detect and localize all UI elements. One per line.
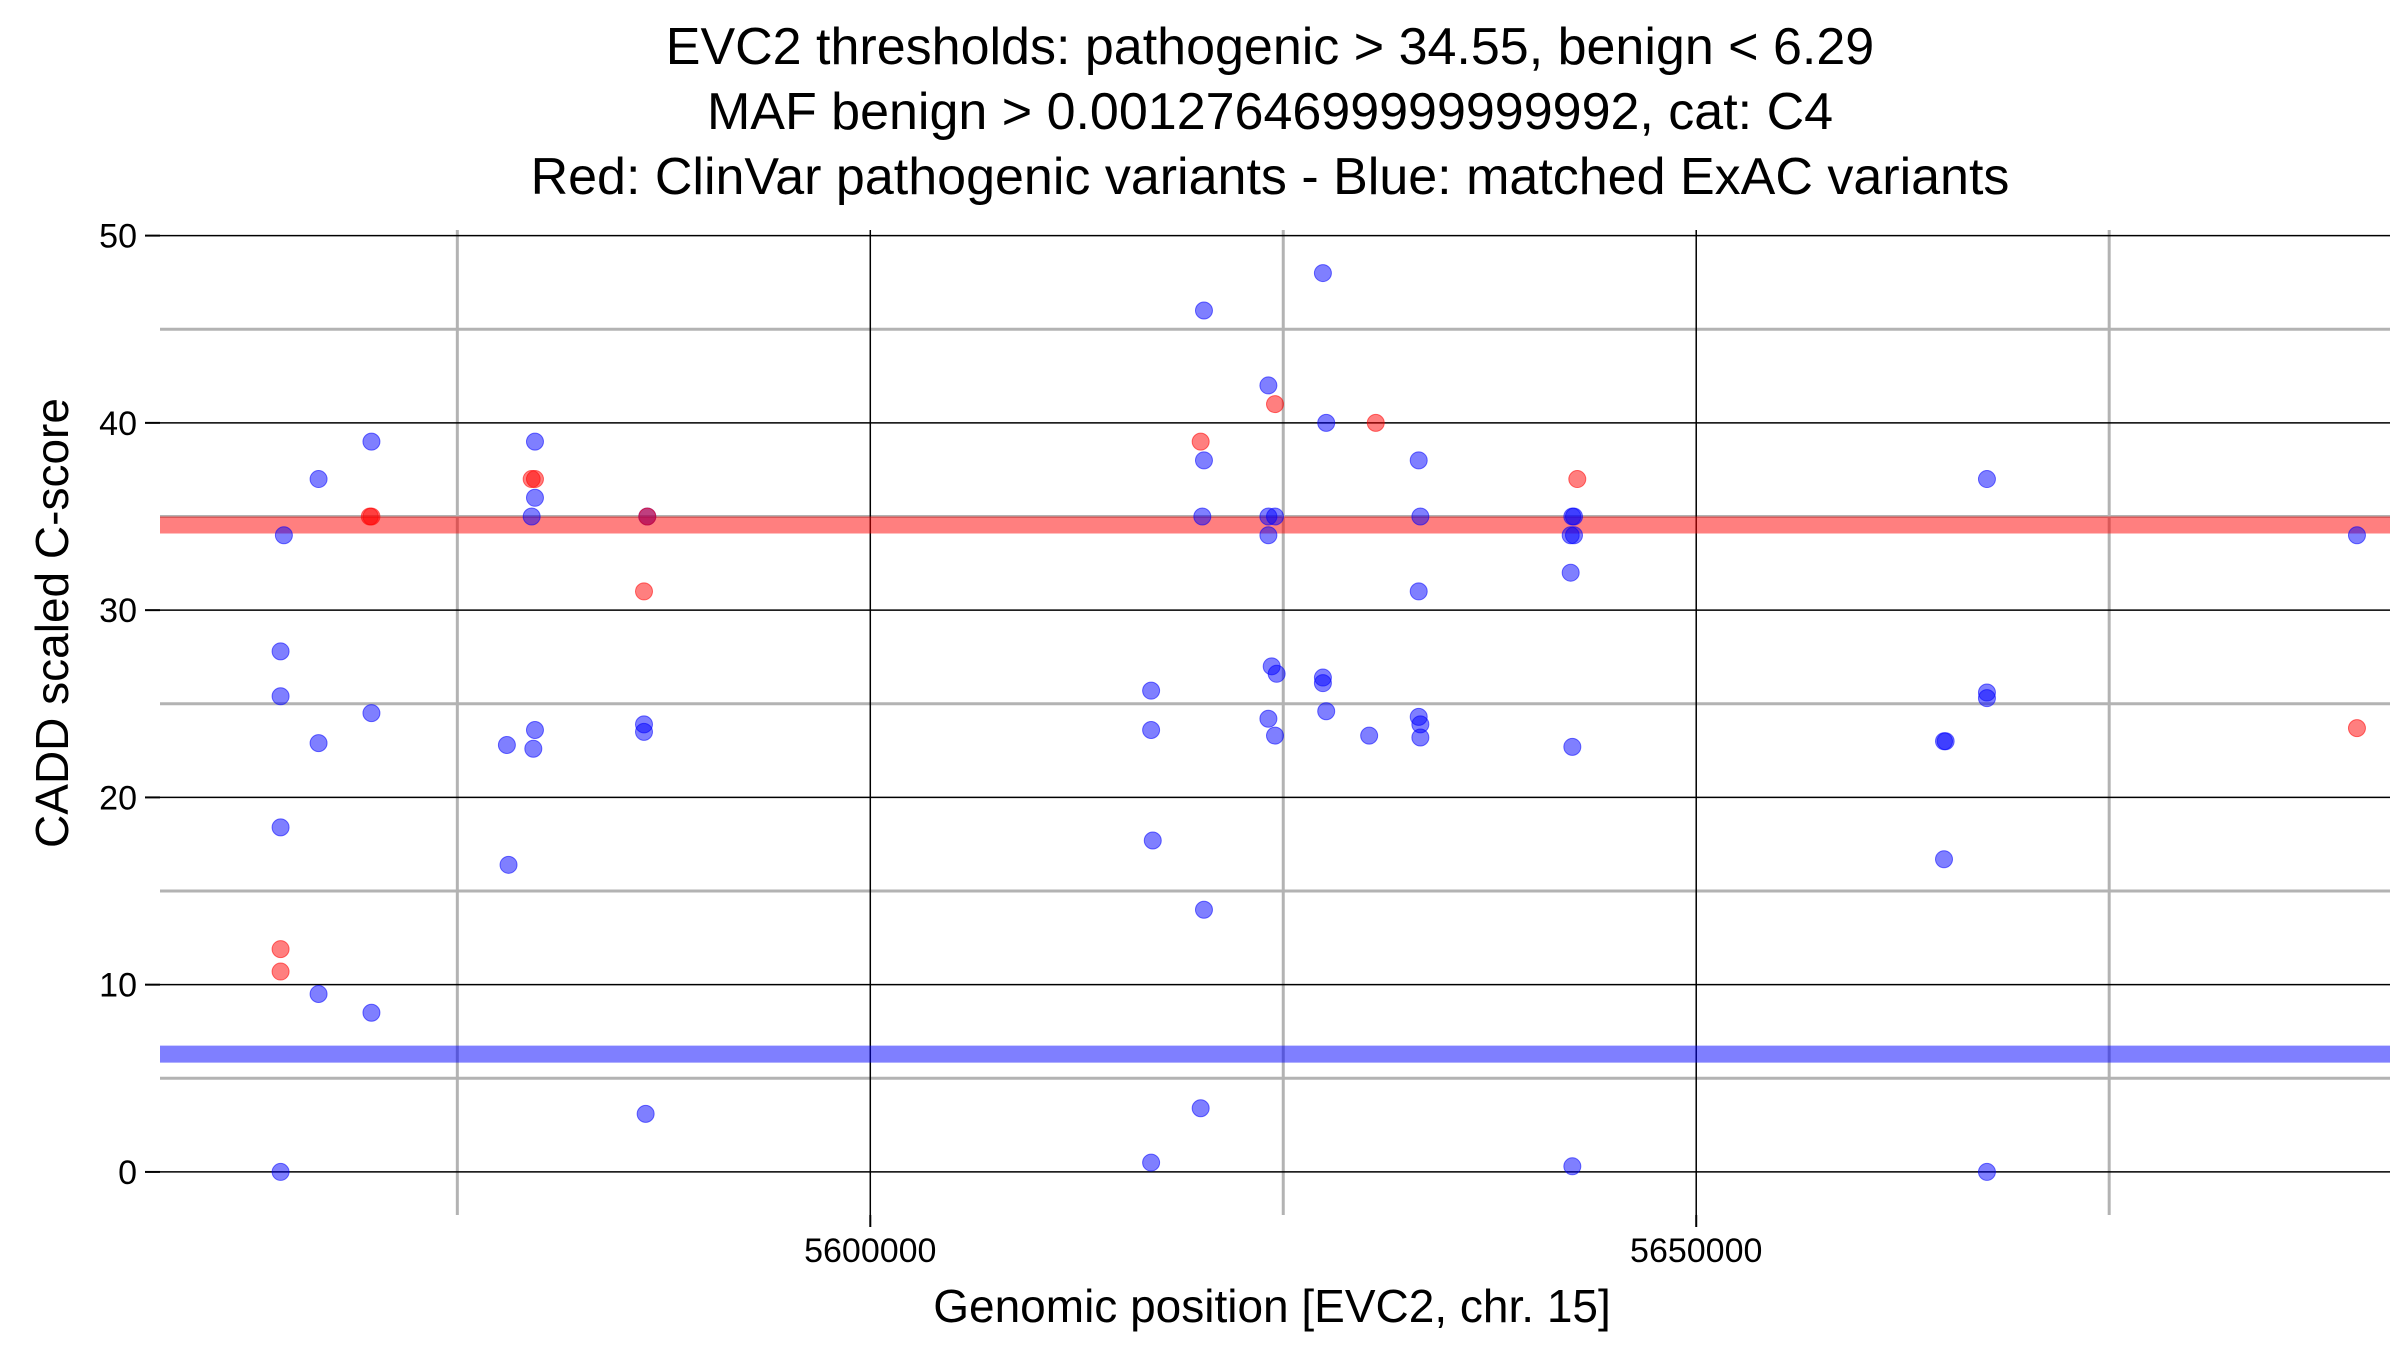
exac-variant-point <box>1564 526 1583 545</box>
threshold-lines <box>160 516 2390 1063</box>
exac-variant-point <box>1259 376 1278 395</box>
x-tick-label: 5650000 <box>1630 1232 1762 1270</box>
exac-variant-point <box>1194 301 1213 320</box>
exac-variant-point <box>1266 726 1284 745</box>
exac-variant-point <box>522 507 541 526</box>
y-tick-label: 0 <box>118 1154 137 1192</box>
exac-variant-point <box>634 722 653 741</box>
title-line-1: EVC2 thresholds: pathogenic > 34.55, ben… <box>666 18 1874 76</box>
exac-variant-point <box>1142 720 1161 739</box>
exac-variant-point <box>271 642 290 661</box>
exac-variant-point <box>1409 582 1428 601</box>
exac-variant-point <box>1411 507 1430 526</box>
exac-variant-point <box>1564 507 1583 526</box>
data-points <box>271 264 2366 1181</box>
y-tick-label: 30 <box>99 592 137 630</box>
exac-variant-point <box>1142 681 1161 700</box>
exac-variant-point <box>1259 709 1278 728</box>
clinvar-variant-point <box>271 940 290 959</box>
exac-variant-point <box>1563 737 1582 756</box>
exac-variant-point <box>497 735 516 754</box>
y-axis: 0 10 20 30 40 50 <box>99 218 160 1192</box>
exac-variant-point <box>1935 850 1953 869</box>
clinvar-variant-point <box>634 582 653 601</box>
clinvar-variant-point <box>525 470 544 489</box>
exac-variant-point <box>499 855 518 874</box>
clinvar-variant-point <box>1568 470 1587 489</box>
exac-variant-point <box>1143 831 1162 850</box>
grid <box>160 230 2390 1215</box>
clinvar-variant-point <box>1191 432 1210 451</box>
exac-variant-point <box>271 818 290 837</box>
exac-variant-point <box>1142 1153 1161 1172</box>
exac-variant-point <box>1313 264 1332 283</box>
clinvar-variant-point <box>360 507 379 526</box>
exac-variant-point <box>1561 563 1580 582</box>
x-axis-label: Genomic position [EVC2, chr. 15] <box>933 1280 1611 1332</box>
exac-variant-point <box>1267 664 1286 683</box>
y-tick-label: 50 <box>99 218 137 256</box>
exac-variant-point <box>309 985 328 1004</box>
exac-variant-point <box>271 1162 290 1181</box>
exac-variant-point <box>274 526 293 545</box>
clinvar-variant-point <box>638 507 657 526</box>
clinvar-variant-point <box>1266 395 1284 414</box>
x-tick-label: 5600000 <box>804 1232 936 1270</box>
exac-variant-point <box>362 432 381 451</box>
exac-variant-point <box>525 488 544 507</box>
y-tick-label: 10 <box>99 967 137 1005</box>
clinvar-variant-point <box>2347 719 2366 738</box>
y-tick-label: 20 <box>99 779 137 817</box>
exac-variant-point <box>525 432 544 451</box>
exac-variant-point <box>309 734 328 753</box>
exac-variant-point <box>1936 732 1955 751</box>
exac-variant-point <box>636 1104 655 1123</box>
exac-variant-point <box>362 1003 381 1022</box>
title-line-3: Red: ClinVar pathogenic variants - Blue:… <box>531 148 2010 206</box>
exac-variant-point <box>1409 451 1428 470</box>
exac-variant-point <box>1313 674 1332 693</box>
exac-variant-point <box>2347 526 2366 545</box>
y-axis-label: CADD scaled C-score <box>26 398 78 848</box>
exac-variant-point <box>525 720 544 739</box>
clinvar-variant-point <box>1366 413 1385 432</box>
exac-variant-point <box>1411 728 1430 747</box>
title-line-2: MAF benign > 0.0012764699999999992, cat:… <box>707 83 1833 141</box>
exac-variant-point <box>1266 507 1284 526</box>
exac-variant-point <box>1360 726 1379 745</box>
exac-variant-point <box>1194 451 1213 470</box>
exac-variant-point <box>1977 470 1996 489</box>
chart-title: EVC2 thresholds: pathogenic > 34.55, ben… <box>531 18 2010 206</box>
exac-variant-point <box>1191 1099 1210 1118</box>
exac-variant-point <box>1977 689 1996 708</box>
exac-variant-point <box>524 739 543 758</box>
exac-variant-point <box>1317 413 1336 432</box>
exac-variant-point <box>271 687 290 706</box>
exac-variant-point <box>1317 702 1336 721</box>
exac-variant-point <box>362 704 381 723</box>
exac-variant-point <box>1563 1157 1582 1176</box>
exac-variant-point <box>1977 1162 1996 1181</box>
clinvar-variant-point <box>271 962 290 981</box>
x-axis: 5600000 5650000 <box>804 1215 1762 1270</box>
exac-variant-point <box>1193 507 1212 526</box>
exac-variant-point <box>309 470 328 489</box>
y-tick-label: 40 <box>99 405 137 443</box>
exac-variant-point <box>1259 526 1278 545</box>
exac-variant-point <box>1194 900 1213 919</box>
